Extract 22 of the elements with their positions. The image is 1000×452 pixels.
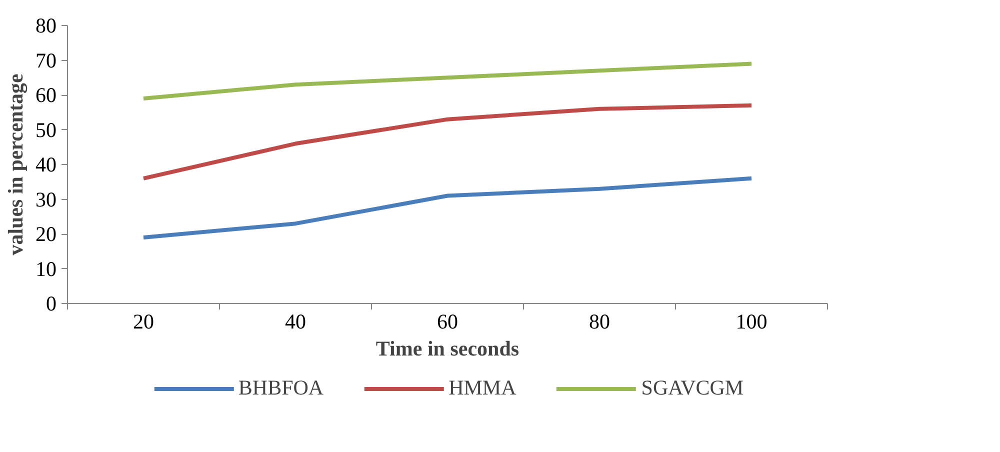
legend-label: SGAVCGM	[641, 376, 744, 400]
legend-label: BHBFOA	[238, 376, 324, 400]
x-tick-label: 40	[285, 310, 306, 334]
y-tick-label: 60	[36, 83, 56, 107]
x-tick-label: 100	[736, 310, 768, 334]
x-axis-title: Time in seconds	[376, 336, 520, 360]
y-tick-label: 10	[36, 256, 56, 281]
x-tick-label: 80	[589, 310, 610, 334]
y-tick-label: 40	[36, 152, 56, 176]
line-series	[142, 62, 754, 100]
y-tick-label: 70	[36, 48, 56, 72]
y-tick-label: 30	[36, 187, 56, 212]
x-tick-label: 20	[133, 310, 154, 334]
y-axis-title: values in percentage	[4, 74, 28, 256]
legend-label: HMMA	[448, 376, 516, 400]
x-tick-label: 60	[437, 310, 458, 334]
y-tick-label: 0	[46, 292, 56, 316]
y-tick-label: 50	[36, 118, 56, 142]
y-tick-label: 20	[36, 222, 56, 246]
line-series	[142, 176, 754, 240]
y-tick-label: 80	[36, 14, 56, 38]
line-series	[142, 103, 754, 180]
